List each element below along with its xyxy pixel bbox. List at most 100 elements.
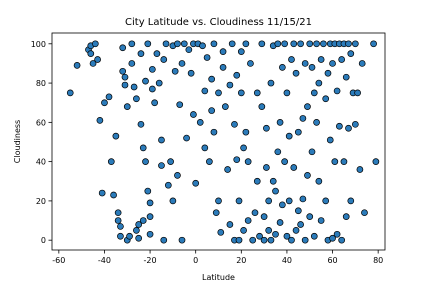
scatter-point: [237, 48, 245, 56]
y-tick-label: 60: [36, 118, 46, 127]
scatter-point: [297, 40, 304, 48]
scatter-point: [342, 73, 350, 81]
scatter-point: [174, 40, 181, 48]
x-tick-label: -20: [144, 256, 157, 265]
scatter-point: [301, 236, 309, 244]
x-tick-label: 20: [236, 256, 246, 265]
scatter-point: [155, 79, 163, 87]
scatter-point: [149, 85, 156, 93]
scatter-point: [290, 164, 298, 171]
scatter-point: [244, 158, 252, 165]
scatter-point: [146, 213, 154, 220]
y-tick-label: 20: [36, 197, 46, 206]
scatter-point: [308, 148, 316, 156]
scatter-point: [210, 128, 218, 136]
scatter-point: [370, 40, 377, 48]
scatter-point: [192, 179, 200, 187]
scatter-point: [253, 89, 261, 97]
scatter-point: [260, 213, 268, 220]
scatter-point: [338, 236, 346, 244]
scatter-point: [119, 44, 127, 52]
scatter-point: [126, 232, 133, 240]
scatter-point: [317, 217, 325, 224]
plot-frame: [51, 32, 386, 251]
scatter-point: [288, 56, 295, 63]
scatter-point: [329, 234, 336, 242]
scatter-point: [249, 236, 257, 244]
scatter-point: [310, 232, 318, 240]
x-tick-label: -60: [52, 256, 65, 265]
scatter-point: [219, 48, 227, 56]
scatter-point: [251, 209, 259, 217]
scatter-point: [105, 93, 113, 101]
scatter-point: [279, 64, 286, 71]
scatter-point: [96, 117, 104, 124]
scatter-point: [158, 162, 165, 169]
scatter-point: [137, 120, 145, 128]
scatter-point: [180, 40, 188, 48]
scatter-point: [226, 81, 234, 89]
scatter-point: [331, 158, 339, 165]
scatter-point: [263, 124, 270, 132]
scatter-point: [98, 189, 106, 197]
scatter-point: [354, 89, 361, 97]
chart-title: City Latitude vs. Cloudiness 11/15/21: [125, 17, 312, 28]
scatter-point: [347, 50, 355, 57]
scatter-point: [310, 89, 318, 97]
scatter-point: [149, 65, 156, 73]
scatter-point: [322, 197, 330, 205]
scatter-point: [315, 177, 323, 185]
scatter-point: [167, 158, 174, 165]
scatter-point: [217, 228, 225, 236]
scatter-point: [304, 103, 311, 110]
scatter-point: [308, 64, 316, 71]
scatter-point: [160, 56, 168, 63]
scatter-point: [91, 40, 99, 48]
scatter-point: [153, 50, 161, 57]
scatter-point: [340, 158, 348, 165]
scatter-point: [178, 236, 186, 244]
x-tick-label: 40: [282, 256, 292, 265]
scatter-point: [304, 172, 311, 179]
scatter-point: [294, 128, 302, 136]
scatter-point: [299, 195, 307, 203]
y-tick-label: 80: [36, 79, 46, 88]
scatter-point: [146, 230, 154, 238]
scatter-point: [329, 60, 336, 67]
y-axis-label: Cloudiness: [13, 120, 22, 163]
scatter-point: [315, 79, 323, 87]
scatter-point: [292, 227, 300, 234]
scatter-point: [294, 207, 302, 215]
scatter-point: [206, 158, 213, 165]
scatter-point: [267, 79, 275, 87]
scatter-point: [135, 221, 143, 228]
scatter-point: [317, 56, 325, 63]
scatter-point: [297, 221, 304, 228]
scatter-point: [144, 40, 152, 48]
scatter-point: [290, 40, 298, 48]
scatter-point: [281, 40, 288, 48]
scatter-point: [160, 236, 168, 244]
scatter-point: [242, 40, 250, 48]
scatter-point: [233, 71, 241, 79]
scatter-point: [338, 56, 346, 63]
scatter-point: [276, 119, 284, 126]
scatter-point: [139, 217, 147, 224]
scatter-point: [114, 217, 122, 224]
scatter-point: [142, 77, 149, 85]
scatter-point: [117, 232, 124, 240]
scatter-point: [133, 227, 140, 234]
x-tick-label: -40: [98, 256, 111, 265]
scatter-point: [235, 197, 243, 205]
scatter-point: [322, 95, 330, 103]
scatter-point: [306, 40, 314, 48]
scatter-point: [164, 181, 172, 189]
scatter-point: [288, 236, 295, 244]
scatter-point: [208, 107, 216, 114]
scatter-point: [242, 128, 250, 136]
scatter-point: [174, 172, 181, 179]
scatter-point: [279, 201, 286, 209]
scatter-point: [272, 187, 279, 195]
scatter-point: [187, 69, 195, 77]
scatter-point: [144, 187, 152, 195]
